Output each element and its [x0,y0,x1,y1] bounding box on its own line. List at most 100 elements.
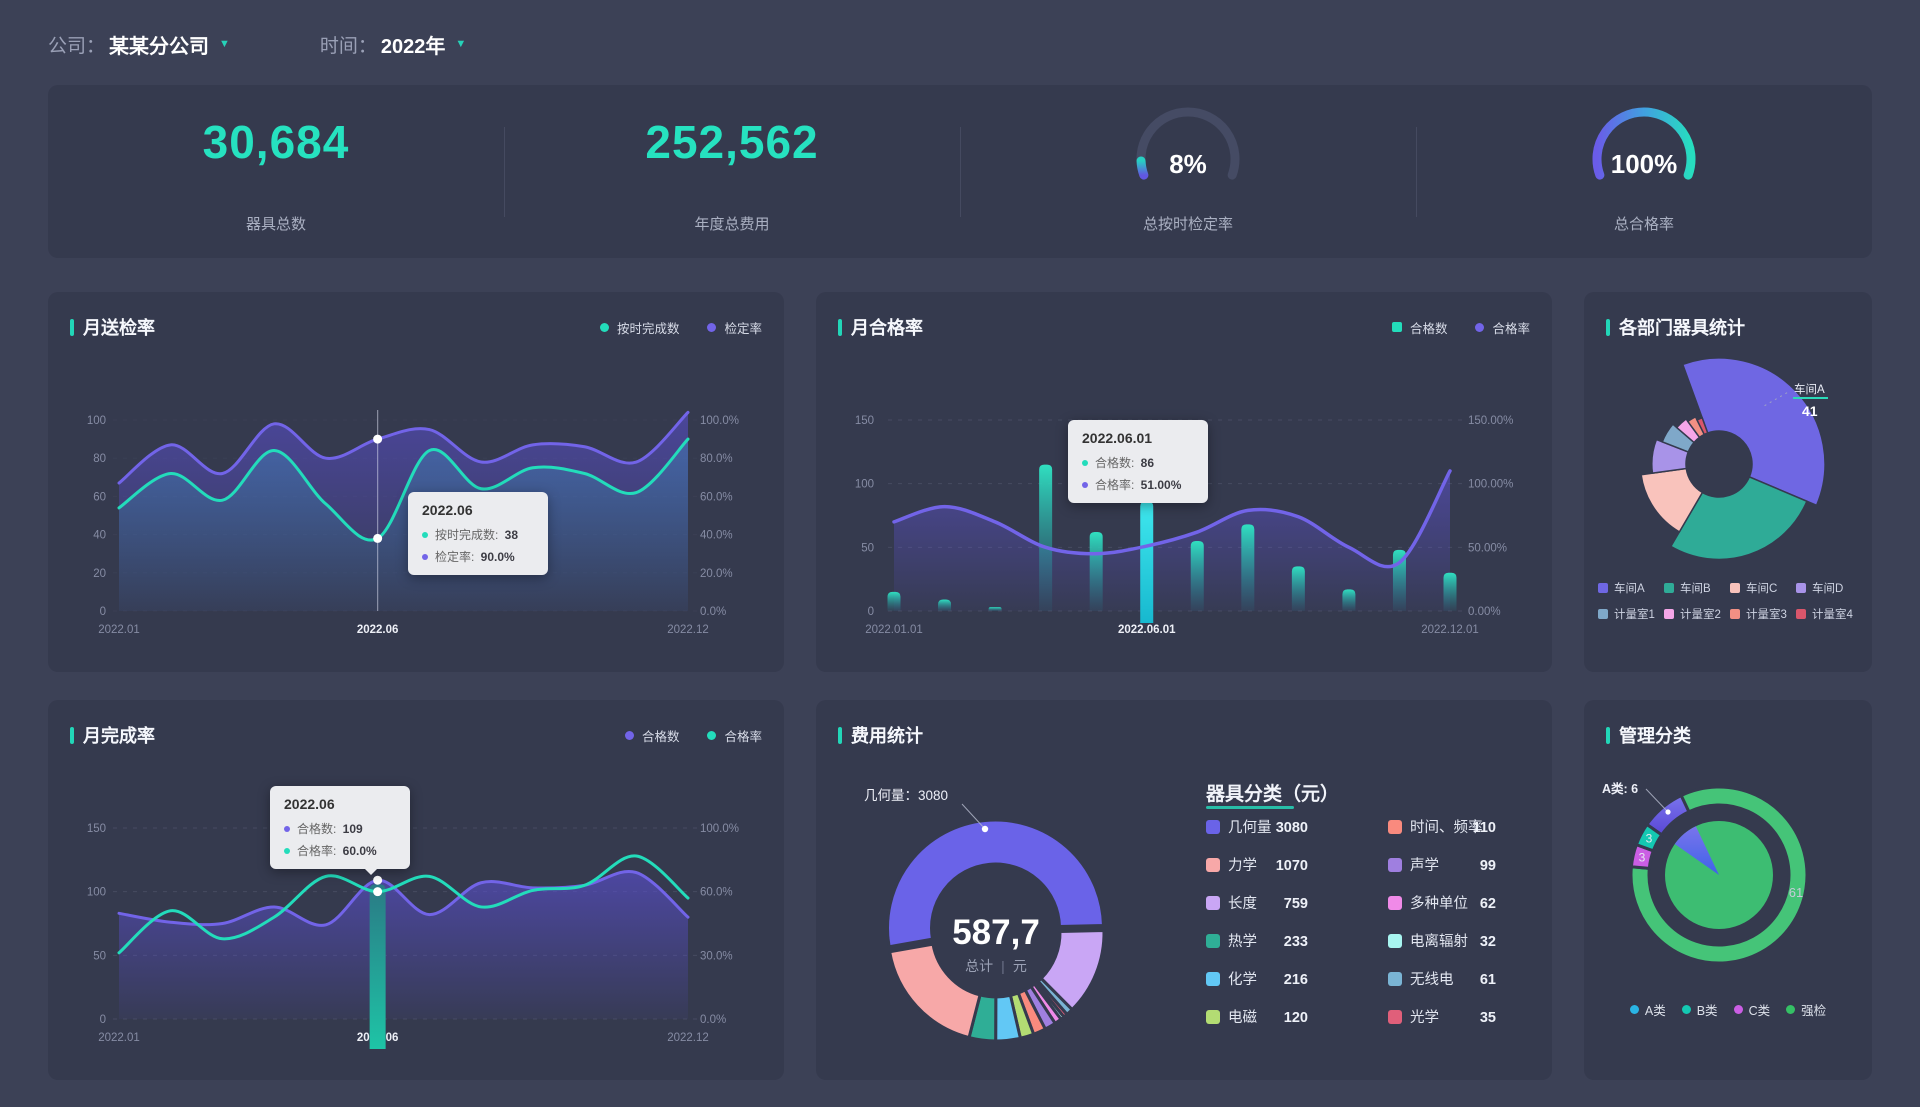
list-title: 器具分类（元） [1205,782,1339,805]
card-header: 各部门器具统计 [1606,314,1850,340]
card-title: 费用统计 [838,722,923,748]
axis-tick-x: 2022.06 [357,624,399,636]
slice-label: 3 [1639,850,1646,864]
donut-slice-力学[interactable] [887,942,982,1040]
legend-item-强检[interactable]: 强检 [1786,1000,1826,1019]
tooltip-row: 合格率: 60.0% [284,842,396,859]
legend-item-检定率[interactable]: 检定率 [707,318,762,337]
axis-tick-right: 60.0% [700,491,733,503]
mgmt-category-card: 管理分类 A类 B类 C类 强检 3 3 61 A类: 6 [1584,700,1872,1080]
company-select[interactable]: 公司： 某某分公司 ▼ [48,30,230,59]
axis-tick-left: 60 [93,491,106,503]
legend-label: 计量室2 [1680,609,1721,621]
list-item-value: 120 [1284,1010,1308,1026]
list-item-name: 力学 [1228,857,1257,874]
chevron-down-icon: ▼ [455,38,467,50]
callout-label: 车间A [1794,382,1825,396]
chart-tooltip: 2022.06 按时完成数: 38 检定率: 90.0% [408,492,548,575]
list-swatch [1388,896,1402,910]
gauge-value: 8% [1169,149,1207,179]
ring-slice-强检[interactable] [1629,785,1809,965]
legend-item-按时完成数[interactable]: 按时完成数 [599,318,679,337]
axis-tick-left: 100 [87,415,106,427]
legend-label: 合格率 [724,729,762,744]
year-select[interactable]: 时间： 2022年 ▼ [320,30,466,59]
dept-instruments-card: 各部门器具统计 车间A 车间B 车间C 车间D 计量室1 计量室2 计量室3 计量室4 车间A… [1584,292,1872,672]
legend-marker [624,730,634,740]
list-item-name: 无线电 [1410,971,1454,988]
legend-item-计量室3[interactable]: 计量室3 [1730,606,1796,622]
legend-marker [1391,322,1402,332]
legend-item-B类[interactable]: B类 [1681,1000,1718,1019]
list-item-value: 32 [1480,934,1496,950]
list-swatch [1206,896,1220,910]
legend-label: 检定率 [724,321,762,336]
legend-item-计量室4[interactable]: 计量室4 [1796,606,1862,622]
donut-callout: 几何量：3080 [864,788,948,803]
donut-center-label: 总计 | 元 [965,958,1027,974]
callout-value: 41 [1802,403,1818,419]
tooltip-row: 合格率: 51.00% [1082,476,1194,493]
legend-item-车间A[interactable]: 车间A [1598,580,1664,596]
tooltip-row: 合格数: 86 [1082,454,1194,471]
chart-legend: A类 B类 C类 强检 [1584,1000,1872,1019]
legend-item-车间B[interactable]: 车间B [1664,580,1730,596]
legend-label: 车间B [1680,583,1711,595]
axis-tick-right: 40.0% [700,530,733,542]
legend-label: 合格数 [1409,321,1448,336]
list-swatch [1388,972,1402,986]
legend-item-车间D[interactable]: 车间D [1796,580,1862,596]
divider [504,127,505,217]
time-label: 时间： [319,35,377,57]
legend-marker [1786,1005,1796,1014]
legend-item-A类[interactable]: A类 [1629,1000,1666,1019]
card-header: 月完成率 合格数 合格率 [70,722,762,748]
list-item-value: 35 [1480,1010,1496,1026]
topbar: 公司： 某某分公司 ▼ 时间： 2022年 ▼ [48,26,466,62]
card-title: 月完成率 [70,722,155,748]
pie-slice-车间A[interactable] [1681,357,1826,507]
divider [1416,127,1417,217]
donut-slice-几何量[interactable] [886,818,1106,949]
monthly-pass-card: 月合格率 合格数 合格率 0 0.00% 50 50.00% 100 100.00% 150 1… [816,292,1552,672]
kpi-label: 年度总费用 [694,216,770,233]
tooltip-title: 2022.06 [284,796,335,812]
ring-callout: A类: 6 [1602,781,1638,796]
legend-item-车间C[interactable]: 车间C [1730,580,1796,596]
legend-item-合格率[interactable]: 合格率 [707,726,762,745]
gauge-chart: 8% [1093,97,1283,201]
kpi-value: 252,562 [645,116,819,168]
axis-tick-x: 2022.06.01 [1118,624,1176,636]
company-value: 某某分公司 [109,35,210,58]
pie-slice-车间D[interactable] [1651,438,1690,475]
legend-item-C类[interactable]: C类 [1733,1000,1770,1019]
legend-marker [1796,609,1806,619]
pie-slice-车间C[interactable] [1640,467,1704,533]
divider [960,127,961,217]
legend-item-合格数[interactable]: 合格数 [624,726,679,745]
list-swatch [1388,1010,1402,1024]
list-item-name: 长度 [1228,895,1257,912]
legend-marker [1681,1005,1691,1014]
pie-slice-车间B[interactable] [1669,475,1808,561]
legend-item-计量室2[interactable]: 计量室2 [1664,606,1730,622]
axis-tick-left: 150 [87,823,106,835]
list-item-value: 62 [1480,896,1496,912]
axis-tick-left: 100 [855,479,874,491]
legend-label: A类 [1644,1004,1666,1018]
tooltip-row: 合格数: 109 [284,820,396,837]
list-item-name: 几何量 [1228,819,1272,836]
legend-item-计量室1[interactable]: 计量室1 [1598,606,1664,622]
pie-slice-计量室4[interactable] [1696,416,1709,436]
tooltip-title: 2022.06.01 [1082,430,1153,446]
legend-item-合格数[interactable]: 合格数 [1391,318,1448,337]
card-header: 月合格率 合格数 合格率 [838,314,1530,340]
kpi-total-instruments: 30,684 器具总数 [48,85,504,258]
time-value: 2022年 [380,35,446,58]
list-item-name: 多种单位 [1410,895,1468,912]
donut-center-value: 587,7 [952,913,1040,952]
legend-item-合格率[interactable]: 合格率 [1475,318,1530,337]
card-header: 月送检率 按时完成数 检定率 [70,314,762,340]
axis-tick-left: 0 [100,1014,106,1026]
ring-slice-B类[interactable] [1634,822,1664,853]
